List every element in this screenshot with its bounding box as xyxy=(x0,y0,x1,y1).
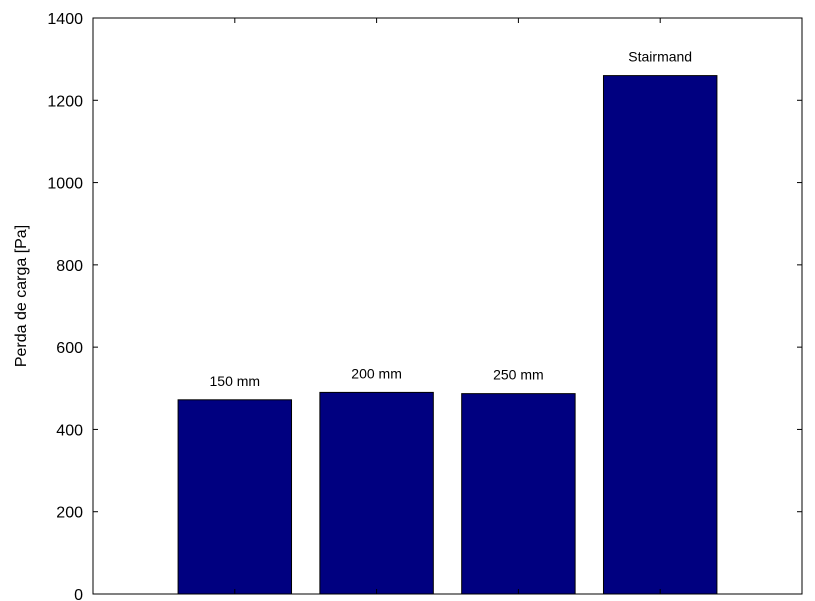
plot-frame xyxy=(92,17,803,595)
y-tick-label: 600 xyxy=(56,340,83,357)
x-axis-ticks xyxy=(234,18,661,594)
bar-stairmand xyxy=(602,75,718,595)
bar-label: 250 mm xyxy=(493,367,544,383)
y-tick-label: 200 xyxy=(56,505,83,522)
y-tick-label: 0 xyxy=(74,587,83,601)
y-axis-label: Perda de carga [Pa] xyxy=(13,225,30,367)
bar-label: Stairmand xyxy=(628,49,692,65)
bars-group xyxy=(177,75,718,595)
y-axis-ticks: 0 200 400 600 800 1000 1200 1400 xyxy=(47,11,802,601)
y-tick-label: 800 xyxy=(56,258,83,275)
y-tick-label: 1000 xyxy=(47,176,83,193)
bar-250-mm xyxy=(461,393,576,595)
bar-label: 200 mm xyxy=(351,365,402,381)
y-tick-label: 1200 xyxy=(47,93,83,110)
bar-label: 150 mm xyxy=(210,373,261,389)
bar-labels-group: 150 mm 200 mm 250 mm Stairmand xyxy=(210,49,693,389)
bar-200-mm xyxy=(319,391,434,595)
bar-150-mm xyxy=(177,399,293,595)
y-tick-label: 400 xyxy=(56,422,83,439)
y-tick-label: 1400 xyxy=(47,11,83,28)
